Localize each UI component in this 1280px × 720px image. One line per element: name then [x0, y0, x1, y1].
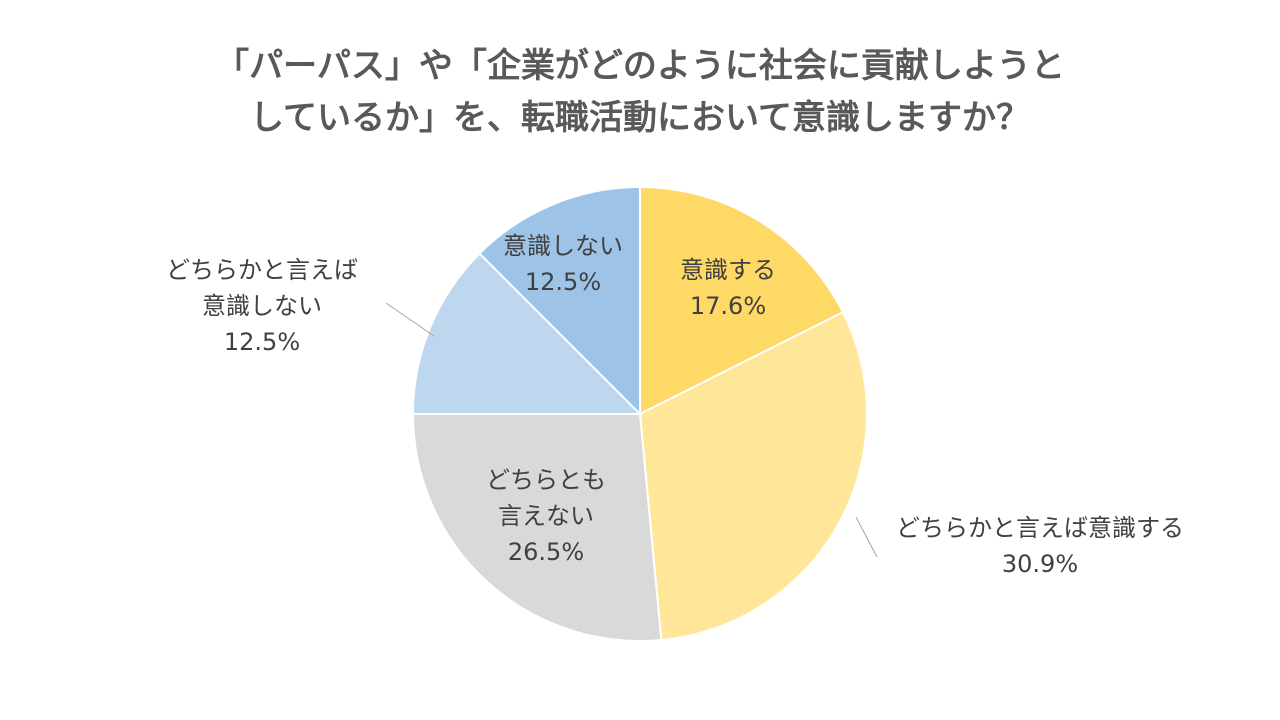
slice-name-label-3: どちらとも — [486, 466, 606, 494]
chart-title: 「パーパス」や「企業がどのように社会に貢献しようと しているか」を、転職活動にお… — [0, 40, 1280, 144]
slice-value-label-4: 12.5% — [224, 328, 300, 356]
pie-slices — [411, 185, 868, 642]
slice-name-label-3: 言えない — [498, 502, 594, 530]
slice-name-label-2: どちらかと言えば意識する — [896, 514, 1184, 542]
leader-lines — [385, 302, 878, 558]
pie-slice-3 — [411, 413, 663, 642]
slice-name-label-1: 意識する — [680, 256, 776, 284]
slice-name-label-4: 意識しない — [202, 292, 322, 320]
slice-name-label-5: 意識しない — [503, 232, 623, 260]
leader-line-2 — [855, 516, 878, 558]
pie-slice-4 — [411, 252, 643, 415]
slice-value-label-5: 12.5% — [525, 268, 601, 296]
slice-value-label-2: 30.9% — [1002, 550, 1078, 578]
chart-title-line-2: しているか」を、転職活動において意識しますか？ — [250, 98, 1030, 138]
chart-title-line-1: 「パーパス」や「企業がどのように社会に貢献しようと — [215, 46, 1065, 86]
pie-slice-1 — [639, 185, 845, 416]
pie-slice-2 — [638, 310, 868, 642]
leader-line-4 — [385, 302, 435, 337]
pie-slice-5 — [478, 185, 641, 417]
slice-value-label-3: 26.5% — [508, 538, 584, 566]
slice-name-label-4: どちらかと言えば — [166, 256, 358, 284]
slice-value-label-1: 17.6% — [690, 292, 766, 320]
